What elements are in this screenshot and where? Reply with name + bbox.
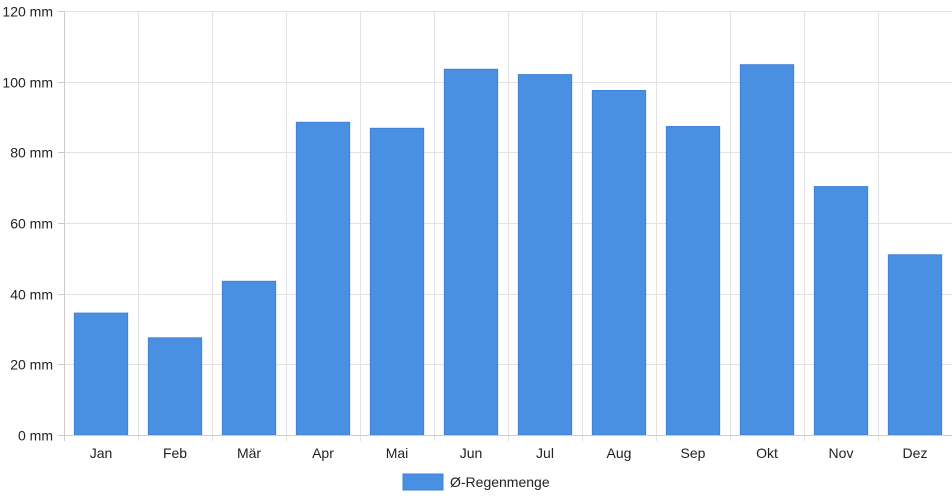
- x-tick-label: Sep: [681, 445, 706, 461]
- bar-mär[interactable]: [221, 280, 277, 436]
- x-tick-label: Jul: [536, 445, 554, 461]
- bar-jan[interactable]: [73, 312, 129, 436]
- bar-nov[interactable]: [813, 186, 869, 436]
- x-tick-label: Okt: [756, 445, 778, 461]
- x-tick-label: Aug: [607, 445, 632, 461]
- bar-dez[interactable]: [887, 254, 943, 436]
- bar-aug[interactable]: [591, 90, 647, 436]
- y-tick-label: 80 mm: [10, 145, 53, 161]
- x-tick-label: Dez: [903, 445, 928, 461]
- legend-label: Ø-Regenmenge: [450, 474, 550, 490]
- x-tick-label: Mai: [386, 445, 409, 461]
- y-tick-label: 100 mm: [2, 75, 53, 91]
- gridlines: [64, 11, 952, 441]
- x-tick-label: Feb: [163, 445, 187, 461]
- y-tick-label: 0 mm: [18, 428, 53, 444]
- bar-mai[interactable]: [369, 127, 425, 436]
- bar-jul[interactable]: [517, 74, 573, 436]
- x-tick-label: Mär: [237, 445, 261, 461]
- y-tick-label: 40 mm: [10, 287, 53, 303]
- y-tick-label: 20 mm: [10, 357, 53, 373]
- bar-jun[interactable]: [443, 68, 499, 436]
- y-tick-labels: 0 mm 20 mm 40 mm 60 mm 80 mm 100 mm 120 mm: [2, 4, 53, 444]
- x-tick-label: Nov: [829, 445, 854, 461]
- bar-sep[interactable]: [665, 126, 721, 436]
- x-tick-labels: Jan Feb Mär Apr Mai Jun Jul Aug Sep Okt Nov Dez: [90, 445, 928, 461]
- legend-swatch: [402, 473, 444, 491]
- y-tick-label: 120 mm: [2, 4, 53, 20]
- legend[interactable]: Ø-Regenmenge: [402, 473, 550, 491]
- x-tick-label: Apr: [312, 445, 334, 461]
- x-tick-label: Jan: [90, 445, 113, 461]
- bars: [73, 64, 943, 436]
- bar-feb[interactable]: [147, 337, 203, 436]
- y-tick-label: 60 mm: [10, 216, 53, 232]
- bar-apr[interactable]: [295, 121, 351, 436]
- x-tick-label: Jun: [460, 445, 483, 461]
- axes: [58, 11, 952, 441]
- bar-okt[interactable]: [739, 64, 795, 436]
